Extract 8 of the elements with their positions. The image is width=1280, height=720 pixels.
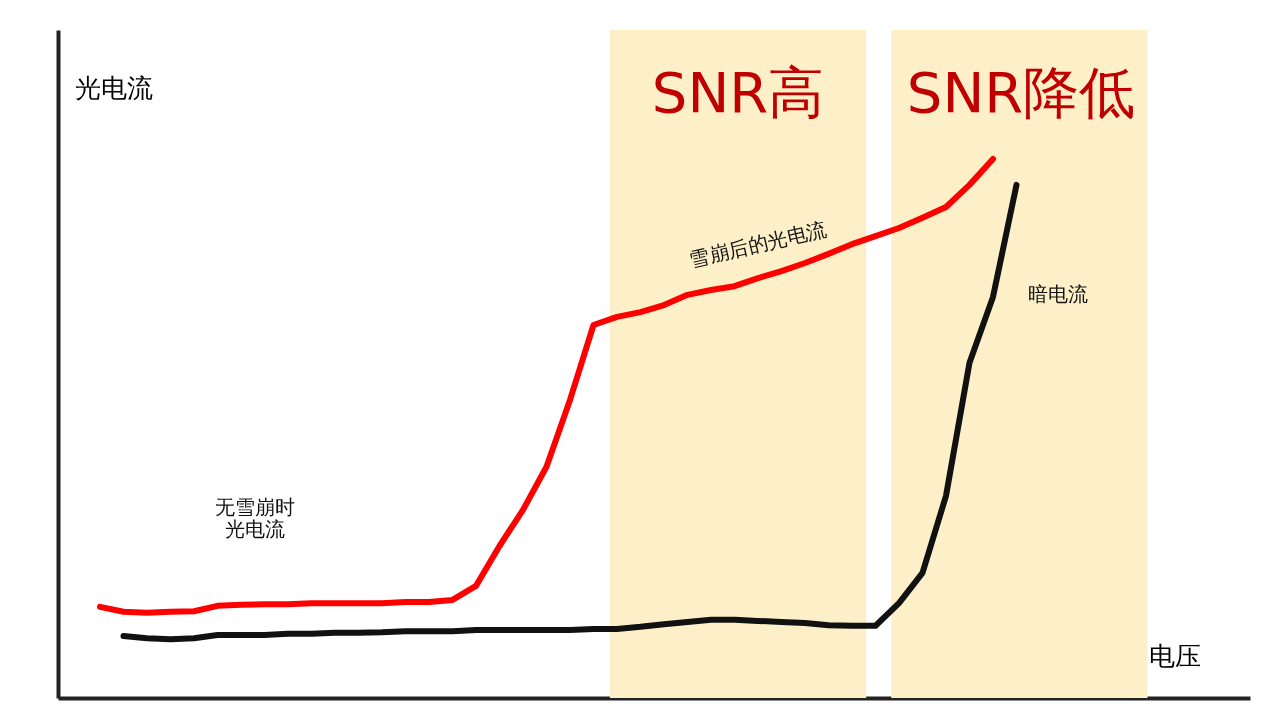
- text: SNR高: [651, 60, 825, 125]
- y-axis-title: 光电流: [225, 517, 285, 541]
- text: SNR降低: [906, 60, 1136, 125]
- annotation: 雪崩后的光电流: [686, 216, 829, 272]
- x-axis-title: 电压: [1148, 640, 1201, 671]
- text: 无雪崩时: [215, 495, 295, 519]
- annotation: 暗电流: [1028, 282, 1088, 306]
- text: 光电流: [74, 72, 153, 103]
